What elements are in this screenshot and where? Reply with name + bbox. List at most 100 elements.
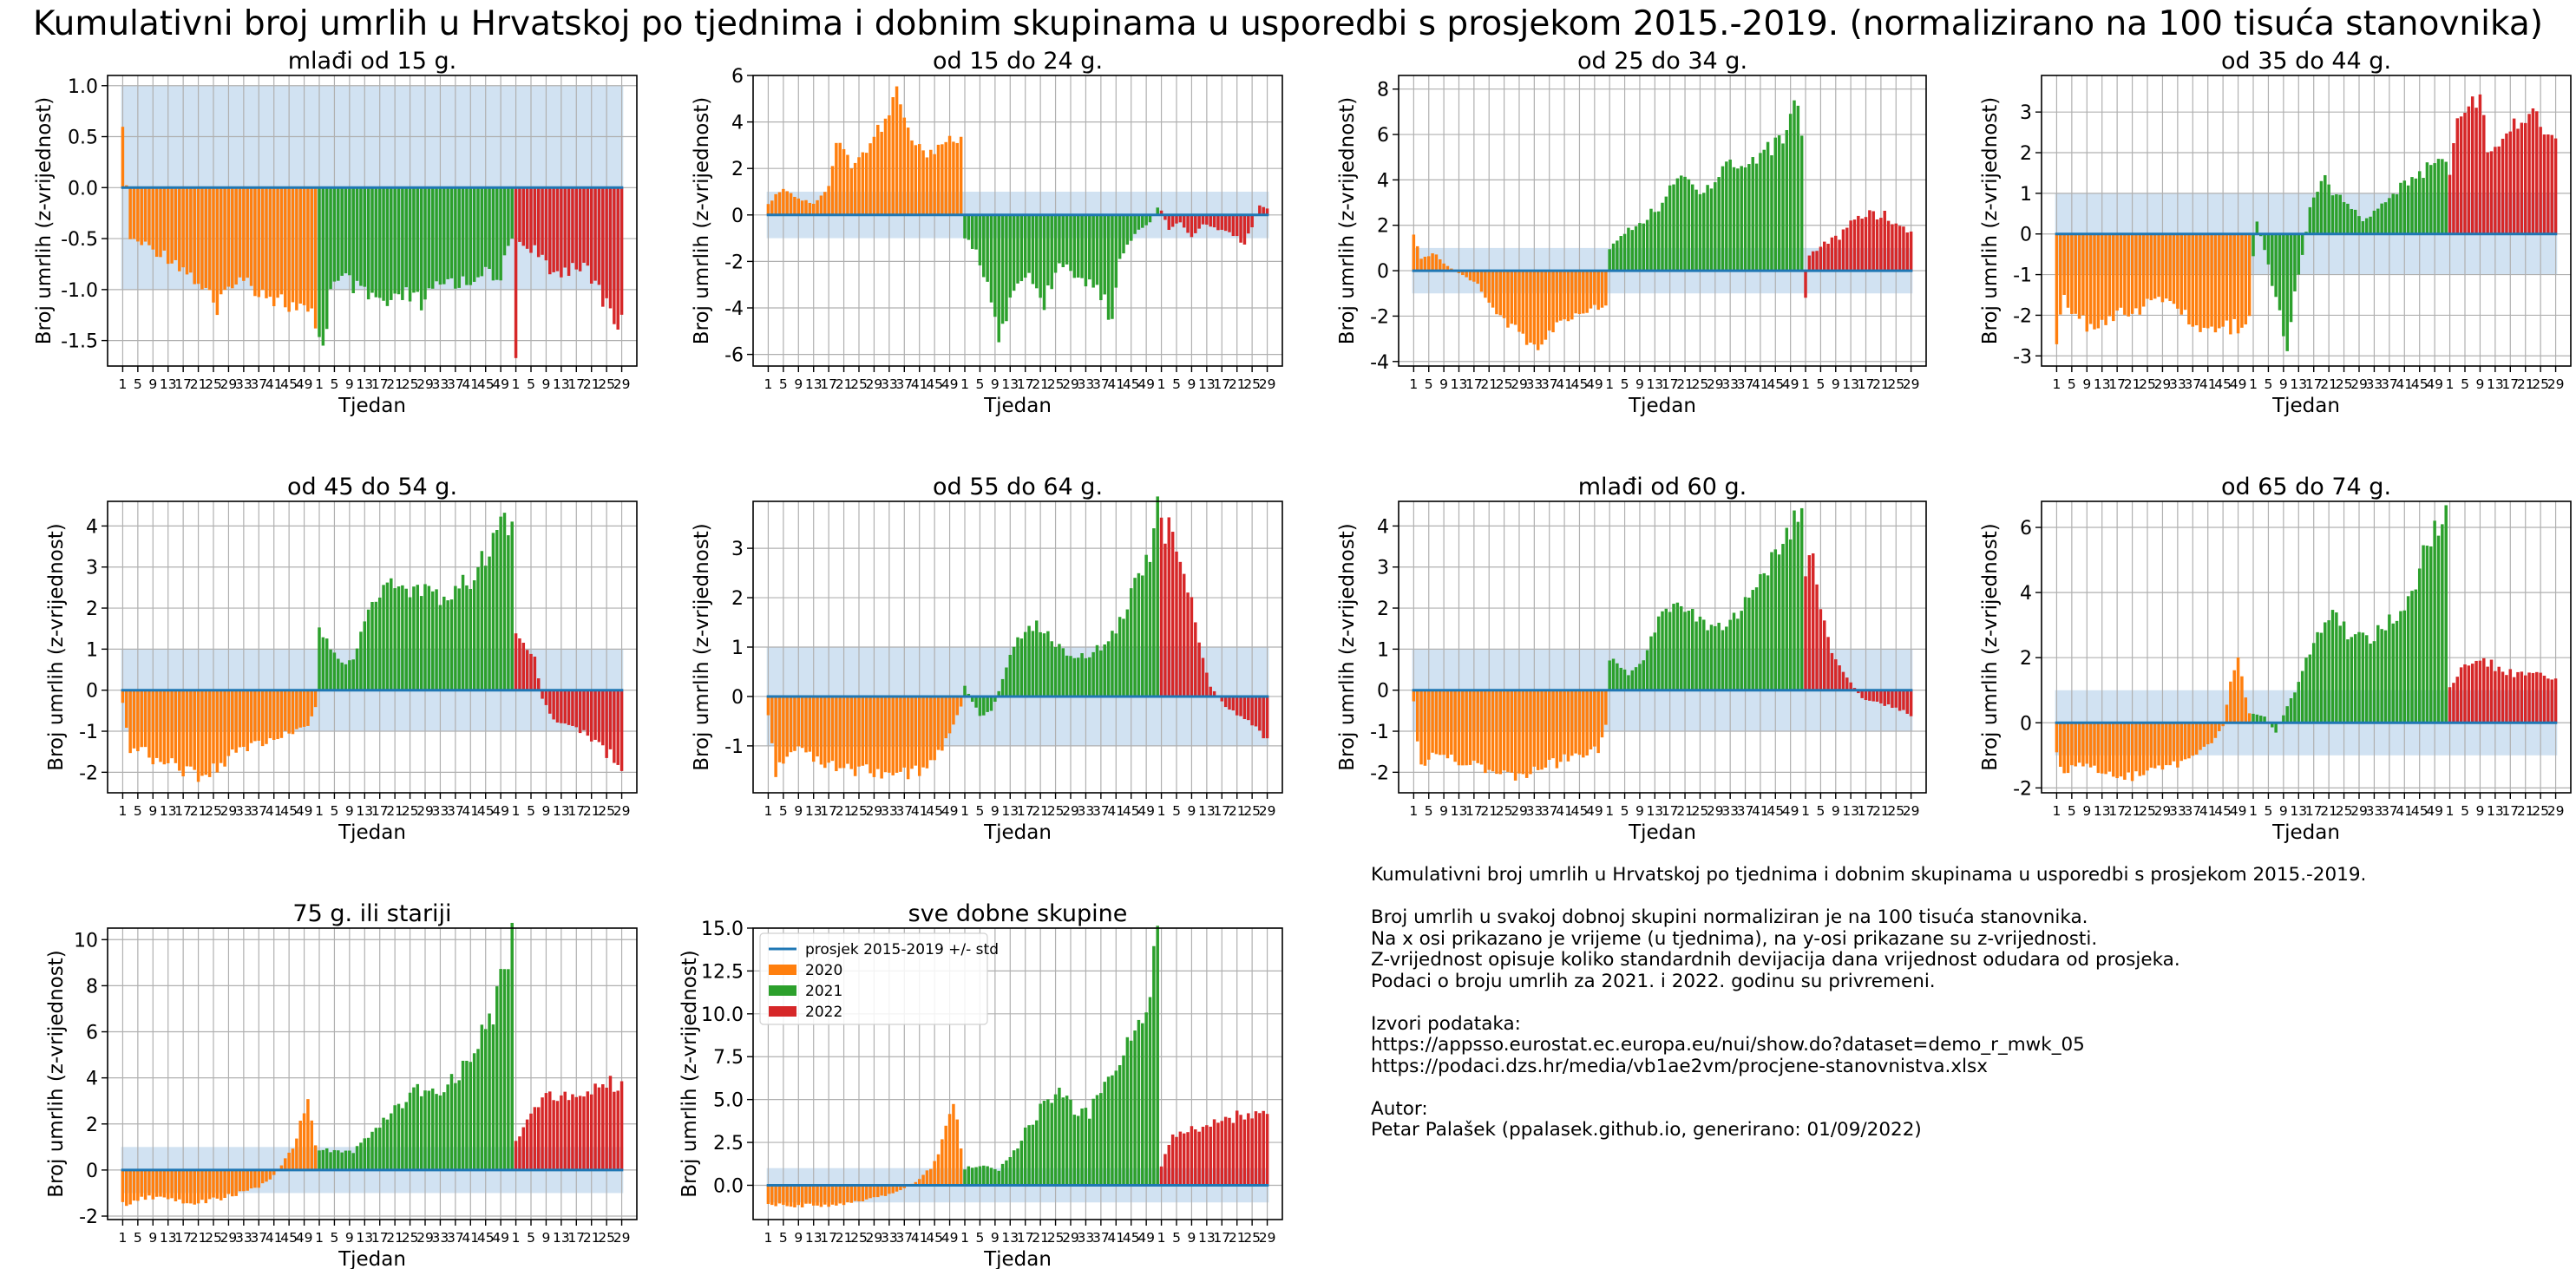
bar-2021 [2444, 505, 2448, 723]
bar-2020 [876, 696, 880, 769]
bar-2021 [416, 585, 420, 690]
bar-2021 [2252, 233, 2255, 257]
bar-2020 [819, 1185, 823, 1207]
bar-2021 [370, 1131, 374, 1170]
bar-2021 [1114, 633, 1118, 697]
x-tick-label: 29 [1259, 1230, 1276, 1246]
bar-2022 [597, 187, 601, 285]
bar-2020 [770, 696, 774, 743]
x-tick-label: 17 [2501, 376, 2519, 392]
bar-2020 [925, 157, 929, 215]
bar-2022 [1875, 219, 1879, 271]
bar-2021 [1630, 670, 1634, 690]
y-tick-label: 0 [2020, 713, 2032, 735]
bar-2020 [302, 690, 306, 727]
x-tick-label: 25 [1047, 803, 1065, 819]
bar-2020 [955, 1119, 960, 1186]
x-tick-label: 17 [371, 803, 389, 819]
bar-2021 [483, 187, 488, 267]
bar-2021 [408, 597, 412, 690]
bar-2022 [601, 690, 605, 746]
bar-2021 [401, 585, 404, 690]
bar-2020 [872, 696, 876, 777]
bar-2021 [1717, 622, 1721, 690]
bar-2022 [1231, 1122, 1236, 1186]
axes-frame [1398, 500, 1927, 794]
bar-2022 [1220, 214, 1224, 230]
bar-2021 [1740, 166, 1743, 271]
bar-2022 [589, 1094, 593, 1170]
bar-2020 [1461, 690, 1465, 766]
x-tick-label: 21 [386, 376, 403, 392]
bar-2020 [1502, 690, 1506, 771]
bar-2021 [412, 1087, 416, 1170]
x-tick-label: 17 [567, 376, 585, 392]
bar-2022 [1262, 1110, 1265, 1186]
bar-2020 [246, 1169, 249, 1191]
bar-2020 [816, 696, 819, 757]
bar-2021 [337, 187, 340, 281]
bar-2020 [1427, 690, 1431, 760]
x-tick-label: 5 [134, 803, 142, 819]
bar-2022 [1898, 690, 1902, 711]
bar-2021 [967, 214, 971, 240]
x-tick-label: 25 [205, 803, 222, 819]
bar-2021 [2402, 180, 2407, 234]
bar-2021 [1144, 1012, 1148, 1186]
bar-2021 [430, 187, 435, 289]
bar-2022 [541, 1097, 544, 1170]
bar-2022 [2489, 659, 2494, 723]
bar-2021 [2285, 706, 2289, 723]
bar-2021 [1759, 573, 1762, 690]
bar-2021 [2271, 233, 2274, 286]
bar-2022 [560, 690, 563, 723]
bar-2021 [329, 649, 332, 690]
x-tick-label: 13 [1646, 376, 1663, 392]
chart-title: 75 g. ili stariji [292, 900, 451, 927]
x-tick-label: 33 [2169, 803, 2186, 819]
bar-2020 [944, 1125, 947, 1186]
bar-2020 [933, 696, 936, 761]
bar-2021 [1012, 214, 1016, 291]
bar-2020 [302, 1113, 306, 1170]
bar-2020 [796, 696, 801, 747]
x-tick-label: 41 [911, 376, 928, 392]
x-tick-label: 5 [1425, 803, 1433, 819]
bar-2022 [2547, 134, 2550, 234]
bar-2022 [1163, 214, 1167, 220]
y-tick-label: 0 [1377, 261, 1389, 283]
x-tick-label: 25 [1887, 376, 1904, 392]
y-tick-label: 0.5 [68, 128, 98, 149]
bar-2021 [449, 1074, 454, 1170]
bar-2022 [1819, 609, 1823, 690]
bar-2020 [2199, 723, 2202, 750]
bar-2021 [1770, 552, 1773, 690]
bar-2021 [2433, 520, 2436, 723]
bar-2021 [1122, 618, 1125, 697]
x-tick-label: 25 [850, 803, 868, 819]
bar-2021 [989, 696, 993, 711]
bar-2020 [1498, 690, 1502, 775]
bar-2022 [1852, 219, 1857, 271]
x-tick-label: 37 [1092, 376, 1110, 392]
bar-2020 [226, 690, 231, 756]
bar-2020 [872, 136, 876, 215]
bar-2021 [1091, 651, 1095, 697]
bar-2021 [1050, 1102, 1053, 1186]
x-tick-label: 29 [1062, 1230, 1079, 1246]
bar-2020 [1596, 690, 1600, 754]
bar-2020 [1461, 271, 1465, 276]
bar-2020 [215, 187, 220, 316]
bar-2020 [2165, 233, 2168, 299]
x-tick-label: 41 [1107, 803, 1124, 819]
bar-2022 [1841, 229, 1845, 271]
bar-2020 [1604, 690, 1608, 725]
bar-2022 [1186, 214, 1190, 233]
x-tick-label: 1 [315, 376, 324, 392]
bar-2022 [582, 1096, 586, 1170]
bar-2020 [2077, 233, 2081, 319]
bar-2020 [936, 696, 941, 750]
bar-2020 [941, 144, 944, 215]
x-tick-label: 1 [315, 1230, 324, 1246]
